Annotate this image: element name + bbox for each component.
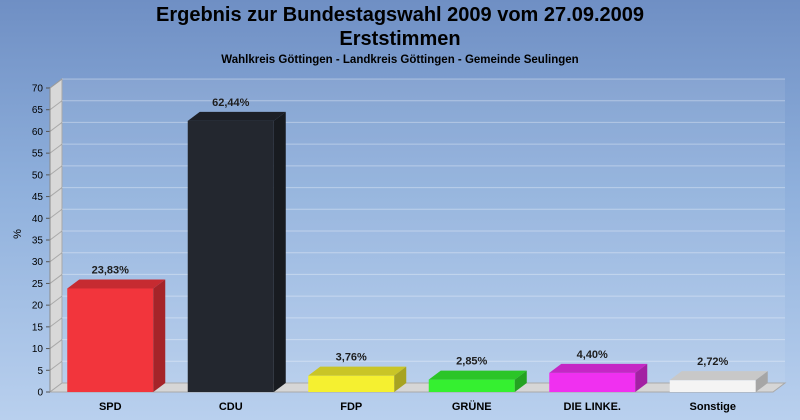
x-tick-label-sonstige: Sonstige [690, 401, 736, 413]
y-tick-label: 55 [32, 149, 44, 160]
chart-subtitle: Erststimmen [339, 28, 461, 50]
bar-top-gr-ne [428, 370, 527, 380]
bar-gr-ne [428, 379, 515, 392]
y-tick-label: 0 [37, 388, 43, 399]
bar-cdu [187, 120, 274, 392]
bar-side-sonstige [755, 371, 768, 392]
bar-top-die-linke [549, 363, 648, 373]
data-label-sonstige: 2,72% [697, 356, 728, 368]
gridline-side [49, 122, 63, 132]
y-tick-label: 50 [32, 170, 44, 181]
bar-die-linke [549, 372, 636, 392]
bar-side-cdu [273, 111, 286, 392]
gridline-side [49, 252, 63, 263]
bar-side-gr-ne [514, 370, 527, 392]
x-tick-label-cdu: CDU [219, 401, 243, 413]
gridline-side [49, 100, 63, 111]
bar-side-die-linke [635, 363, 648, 392]
gridline-side [49, 295, 63, 306]
bar-top-sonstige [669, 371, 768, 381]
y-tick-label: 65 [32, 105, 44, 116]
y-axis-label: % [12, 229, 24, 239]
gridline-side [49, 143, 63, 154]
y-tick-label: 60 [32, 127, 44, 138]
x-tick-label-gr-ne: GRÜNE [452, 400, 492, 413]
gridline-side [49, 165, 63, 176]
chart-title: Ergebnis zur Bundestagswahl 2009 vom 27.… [156, 4, 644, 26]
bar-fdp [308, 375, 395, 392]
bar-top-cdu [187, 111, 286, 121]
x-tick-label-fdp: FDP [340, 401, 362, 413]
gridline-side [49, 274, 63, 284]
gridline-side [49, 230, 63, 241]
x-tick-label-spd: SPD [99, 401, 122, 413]
gridline-side [49, 339, 63, 349]
y-tick-label: 5 [37, 366, 43, 377]
y-tick-label: 10 [32, 344, 44, 355]
bar-side-spd [153, 279, 166, 392]
data-label-cdu: 62,44% [212, 97, 250, 109]
bar-top-spd [67, 279, 166, 289]
gridline-side [49, 78, 63, 89]
gridline-side [49, 187, 63, 197]
x-tick-label-die-linke: DIE LINKE. [564, 401, 621, 413]
bar-top-fdp [308, 366, 407, 376]
gridline-side [49, 208, 63, 219]
data-label-fdp: 3,76% [336, 352, 367, 364]
y-tick-label: 40 [32, 214, 44, 225]
bar-spd [67, 288, 154, 392]
data-label-die-linke: 4,40% [577, 349, 608, 361]
gridline-side [49, 360, 63, 371]
chart-region-subtitle: Wahlkreis Göttingen - Landkreis Göttinge… [221, 54, 579, 66]
bar-side-fdp [394, 366, 407, 392]
y-tick-label: 45 [32, 192, 44, 203]
y-tick-label: 15 [32, 322, 44, 333]
gridline-side [49, 317, 63, 328]
y-tick-label: 70 [32, 84, 44, 95]
y-tick-label: 20 [32, 301, 44, 312]
y-tick-label: 35 [32, 236, 44, 247]
y-tick-label: 30 [32, 257, 44, 268]
data-label-gr-ne: 2,85% [456, 356, 487, 368]
y-tick-label: 25 [32, 279, 44, 290]
bar-sonstige [669, 380, 756, 392]
data-label-spd: 23,83% [92, 265, 130, 277]
